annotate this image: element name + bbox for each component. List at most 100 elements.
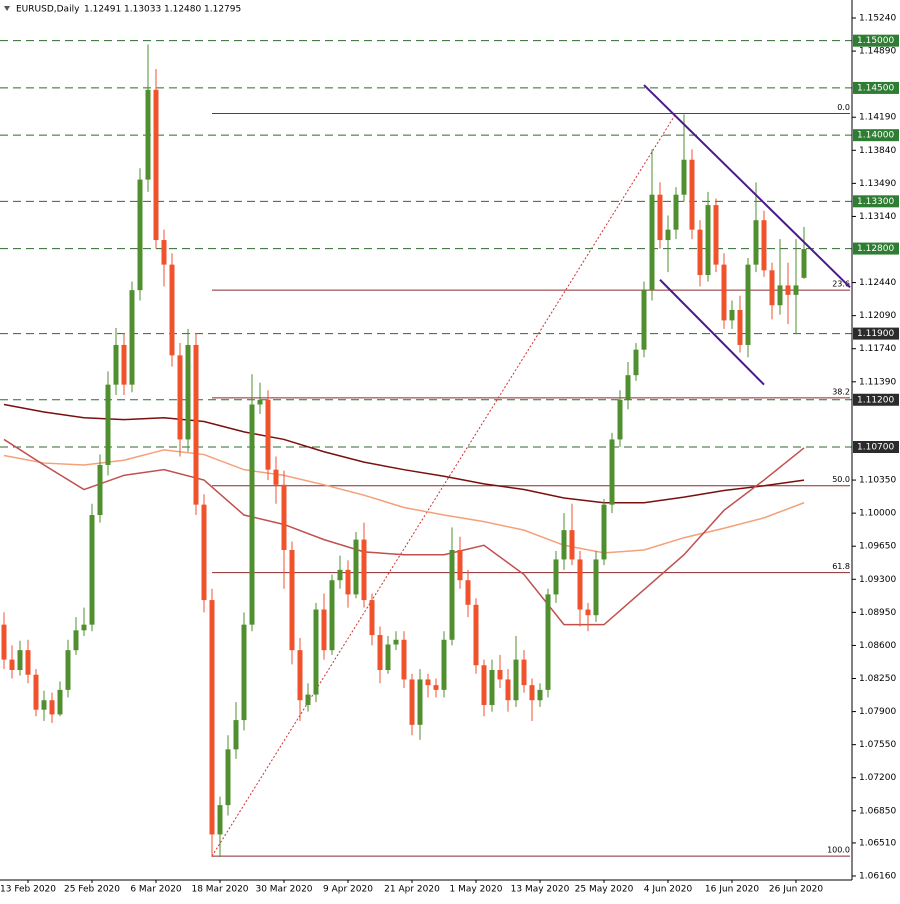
level-label: 1.13300 bbox=[857, 197, 894, 207]
candle-body bbox=[617, 399, 623, 440]
fib-label: 0.0 bbox=[837, 103, 850, 112]
candle-body bbox=[425, 679, 431, 686]
y-tick-label: 1.08950 bbox=[859, 608, 896, 618]
candle-body bbox=[257, 399, 263, 405]
candle-body bbox=[273, 469, 279, 485]
candle-body bbox=[201, 504, 207, 601]
candle-body bbox=[369, 600, 375, 636]
candle-body bbox=[57, 689, 63, 715]
candle-body bbox=[657, 194, 663, 241]
x-tick-label: 13 May 2020 bbox=[511, 885, 570, 895]
candle-body bbox=[457, 549, 463, 581]
y-tick-label: 1.09300 bbox=[859, 575, 896, 585]
symbol: EURUSD,Daily bbox=[16, 5, 80, 15]
candle-body bbox=[321, 609, 327, 651]
candle-body bbox=[161, 240, 167, 265]
moving-average bbox=[3, 449, 805, 554]
x-tick-label: 1 May 2020 bbox=[450, 885, 503, 895]
y-tick-label: 1.12440 bbox=[859, 278, 896, 288]
candle-body bbox=[713, 205, 719, 265]
candle-body bbox=[305, 694, 311, 705]
candle-body bbox=[41, 700, 47, 710]
candle-body bbox=[105, 384, 111, 465]
candle-body bbox=[297, 650, 303, 701]
candle-body bbox=[81, 624, 87, 631]
candle-body bbox=[9, 659, 15, 671]
y-tick-label: 1.07900 bbox=[859, 707, 896, 717]
fib-label: 61.8 bbox=[832, 562, 850, 571]
y-tick-label: 1.09650 bbox=[859, 542, 896, 552]
candle-body bbox=[777, 285, 783, 306]
candle-body bbox=[129, 290, 135, 385]
candle-body bbox=[113, 344, 119, 385]
x-tick-label: 4 Jun 2020 bbox=[644, 885, 693, 895]
header-low: 1.12480 bbox=[164, 5, 201, 15]
level-tag bbox=[853, 195, 899, 208]
candle-body bbox=[337, 569, 343, 581]
candle-body bbox=[209, 600, 215, 835]
level-label: 1.14500 bbox=[857, 83, 894, 93]
candle-body bbox=[265, 399, 271, 470]
moving-average bbox=[3, 438, 805, 626]
collapse-icon[interactable] bbox=[4, 6, 10, 11]
candle-body bbox=[489, 670, 495, 705]
candle-body bbox=[473, 604, 479, 666]
candle-body bbox=[353, 539, 359, 595]
y-tick-label: 1.15240 bbox=[859, 14, 896, 24]
candle-body bbox=[537, 689, 543, 701]
candle-body bbox=[561, 530, 567, 560]
y-tick-label: 1.08250 bbox=[859, 674, 896, 684]
candle-body bbox=[745, 264, 751, 345]
x-tick-label: 26 Jun 2020 bbox=[769, 885, 823, 895]
y-tick-label: 1.11740 bbox=[859, 344, 896, 354]
y-tick-label: 1.12090 bbox=[859, 311, 896, 321]
level-tag bbox=[853, 393, 899, 406]
level-tag bbox=[853, 129, 899, 142]
candle-body bbox=[609, 439, 615, 505]
level-tag bbox=[853, 242, 899, 255]
y-tick-label: 1.14190 bbox=[859, 113, 896, 123]
candle-body bbox=[665, 229, 671, 241]
candle-body bbox=[33, 674, 39, 710]
level-tag bbox=[853, 81, 899, 94]
x-tick-label: 9 Apr 2020 bbox=[323, 885, 373, 895]
candle-body bbox=[697, 229, 703, 276]
candle-body bbox=[1, 624, 7, 660]
candle-body bbox=[585, 609, 591, 616]
x-tick-label: 25 Feb 2020 bbox=[64, 885, 120, 895]
level-label: 1.11900 bbox=[857, 329, 894, 339]
x-tick-label: 16 Jun 2020 bbox=[705, 885, 759, 895]
candle-body bbox=[785, 285, 791, 295]
candle-body bbox=[145, 89, 151, 180]
candle-body bbox=[705, 205, 711, 276]
candle-body bbox=[633, 349, 639, 376]
x-tick-label: 21 Apr 2020 bbox=[384, 885, 440, 895]
y-tick-label: 1.06160 bbox=[859, 872, 896, 882]
trend-line bbox=[643, 84, 851, 289]
candle-body bbox=[553, 559, 559, 595]
y-tick-label: 1.07200 bbox=[859, 773, 896, 783]
candle-body bbox=[593, 559, 599, 616]
header-open: 1.12491 bbox=[84, 5, 121, 15]
candle-body bbox=[505, 679, 511, 701]
y-tick-label: 1.14890 bbox=[859, 47, 896, 57]
fib-label: 23.6 bbox=[832, 280, 850, 289]
candle-body bbox=[25, 650, 31, 675]
candle-body bbox=[769, 270, 775, 306]
candle-body bbox=[729, 309, 735, 321]
candle-body bbox=[97, 464, 103, 516]
y-tick-label: 1.10350 bbox=[859, 476, 896, 486]
candle-body bbox=[313, 609, 319, 695]
candle-body bbox=[89, 515, 95, 625]
x-tick-label: 30 Mar 2020 bbox=[255, 885, 312, 895]
candle-body bbox=[673, 194, 679, 230]
candle-body bbox=[497, 670, 503, 680]
fib-label: 100.0 bbox=[827, 846, 850, 855]
candle-body bbox=[281, 484, 287, 550]
level-tag bbox=[853, 441, 899, 453]
candle-body bbox=[153, 89, 159, 241]
level-label: 1.15000 bbox=[857, 36, 894, 46]
x-tick-label: 25 May 2020 bbox=[575, 885, 634, 895]
candle-body bbox=[545, 594, 551, 690]
